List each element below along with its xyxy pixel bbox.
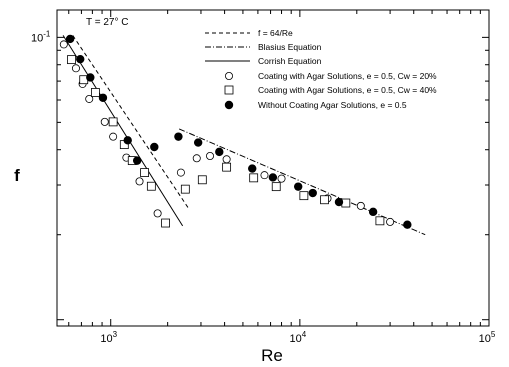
point-without-coating: [86, 73, 95, 82]
x-tick-label: 103: [100, 330, 117, 345]
x-tick-label: 104: [290, 330, 307, 345]
plot-frame: [56, 9, 490, 327]
point-cw40: [299, 191, 309, 201]
point-without-coating: [65, 34, 75, 44]
point-cw20: [135, 177, 144, 186]
point-cw40: [320, 195, 329, 205]
y-tick-label: 10-1: [31, 29, 51, 44]
point-without-coating: [368, 207, 378, 217]
point-cw20: [356, 201, 365, 210]
point-cw40: [180, 184, 190, 194]
point-cw40: [108, 117, 118, 127]
point-without-coating: [150, 142, 159, 152]
legend-marker-cw20: [224, 72, 233, 81]
point-cw20: [153, 209, 162, 218]
legend: f = 64/Re Blasius Equation Corrish Equat…: [205, 28, 437, 110]
point-cw40: [140, 168, 149, 177]
y-axis-label: f: [14, 166, 20, 185]
annotation-temperature: T = 27° C: [86, 17, 128, 28]
legend-label-without-coating: Without Coating Agar Solutions, e = 0.5: [258, 100, 407, 110]
legend-marker-without-coating: [224, 100, 234, 110]
point-cw40: [249, 173, 259, 183]
line-64re: [72, 35, 190, 210]
point-cw40: [161, 218, 170, 228]
point-cw20: [222, 155, 231, 164]
point-cw20: [176, 168, 185, 177]
point-without-coating: [76, 54, 85, 64]
point-without-coating: [403, 220, 412, 229]
point-cw20: [206, 152, 215, 161]
point-without-coating: [123, 136, 132, 145]
point-cw20: [192, 154, 201, 163]
data-points: [59, 34, 412, 229]
point-cw20: [85, 94, 94, 103]
point-cw20: [71, 64, 80, 73]
point-without-coating: [334, 197, 344, 207]
point-without-coating: [98, 93, 108, 102]
point-cw40: [197, 175, 207, 185]
point-cw20: [100, 117, 109, 126]
line-corrish: [62, 35, 184, 227]
point-without-coating: [132, 156, 142, 165]
x-tick-label: 105: [479, 330, 496, 345]
point-cw40: [375, 216, 385, 226]
point-without-coating: [268, 173, 278, 182]
point-cw20: [260, 171, 269, 180]
legend-label-line-64re: f = 64/Re: [258, 28, 293, 38]
point-without-coating: [174, 132, 183, 141]
point-without-coating: [215, 147, 224, 157]
tick-marks: [57, 10, 490, 326]
point-cw20: [277, 174, 286, 183]
point-cw20: [386, 217, 395, 226]
point-without-coating: [193, 138, 203, 147]
point-cw40: [271, 182, 281, 192]
point-cw40: [222, 162, 232, 172]
legend-label-cw20: Coating with Agar Solutions, e = 0.5, Cw…: [258, 71, 437, 81]
tick-labels: 103 104 105 10-1: [31, 29, 496, 345]
legend-label-line-corrish: Corrish Equation: [258, 56, 322, 66]
legend-label-cw40: Coating with Agar Solutions, e = 0.5, Cw…: [258, 85, 437, 95]
point-cw40: [67, 55, 76, 65]
point-cw20: [109, 132, 118, 141]
point-without-coating: [248, 164, 257, 173]
point-cw40: [146, 181, 156, 191]
point-without-coating: [293, 182, 303, 191]
model-lines: [62, 35, 426, 236]
point-cw20: [59, 40, 68, 49]
point-cw40: [91, 88, 100, 97]
legend-label-line-blasius: Blasius Equation: [258, 42, 322, 52]
legend-marker-cw40: [224, 85, 234, 95]
point-without-coating: [308, 188, 317, 198]
x-axis-label: Re: [261, 346, 283, 365]
